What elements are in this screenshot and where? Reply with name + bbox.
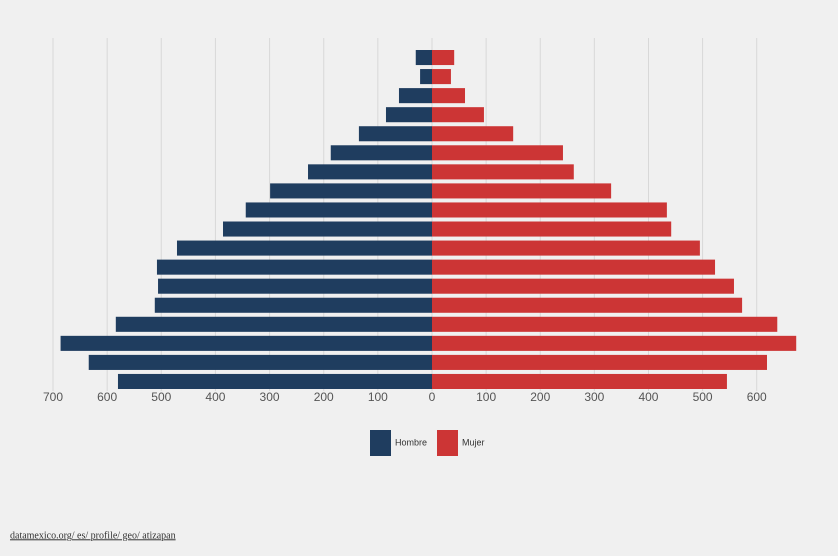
bar: [245, 202, 432, 218]
x-tick-label: 100: [476, 390, 496, 404]
bar: [432, 373, 727, 389]
legend-label: Hombre: [395, 437, 427, 447]
bar: [432, 240, 700, 256]
x-tick-label: 0: [429, 390, 436, 404]
bar: [398, 88, 432, 104]
bar: [432, 107, 484, 123]
bar: [158, 278, 432, 294]
bar: [176, 240, 432, 256]
x-tick-label: 100: [368, 390, 388, 404]
bar: [432, 88, 466, 104]
bar: [308, 164, 432, 180]
bar: [420, 69, 432, 85]
bar: [60, 335, 433, 351]
x-tick-label: 300: [260, 390, 280, 404]
bar: [115, 316, 432, 332]
bar: [385, 107, 432, 123]
bar: [270, 183, 432, 199]
bar: [432, 335, 797, 351]
x-tick-label: 200: [530, 390, 550, 404]
bar: [358, 126, 432, 142]
bar: [432, 126, 514, 142]
legend-swatch: [370, 430, 391, 456]
bar: [432, 183, 612, 199]
bar: [117, 373, 432, 389]
bar: [432, 202, 667, 218]
bar: [432, 316, 778, 332]
bar: [156, 259, 432, 275]
bar: [330, 145, 432, 161]
x-tick-label: 600: [747, 390, 767, 404]
x-tick-label: 200: [314, 390, 334, 404]
bar: [432, 50, 455, 66]
x-tick-label: 400: [638, 390, 658, 404]
bar: [415, 50, 432, 66]
x-tick-label: 700: [43, 390, 63, 404]
bar: [432, 259, 716, 275]
bar: [432, 69, 451, 85]
x-tick-label: 500: [693, 390, 713, 404]
bar: [432, 278, 734, 294]
x-tick-label: 300: [584, 390, 604, 404]
bar: [223, 221, 432, 237]
bar: [154, 297, 432, 313]
legend-label: Mujer: [462, 437, 485, 447]
x-tick-label: 600: [97, 390, 117, 404]
legend-swatch: [437, 430, 458, 456]
bar: [432, 164, 574, 180]
bar: [432, 354, 767, 370]
x-tick-label: 400: [205, 390, 225, 404]
bar: [432, 297, 743, 313]
bar: [432, 221, 672, 237]
bar: [88, 354, 432, 370]
source-link[interactable]: datamexico.org/ es/ profile/ geo/ atizap…: [10, 530, 176, 541]
bar: [432, 145, 563, 161]
x-tick-label: 500: [151, 390, 171, 404]
